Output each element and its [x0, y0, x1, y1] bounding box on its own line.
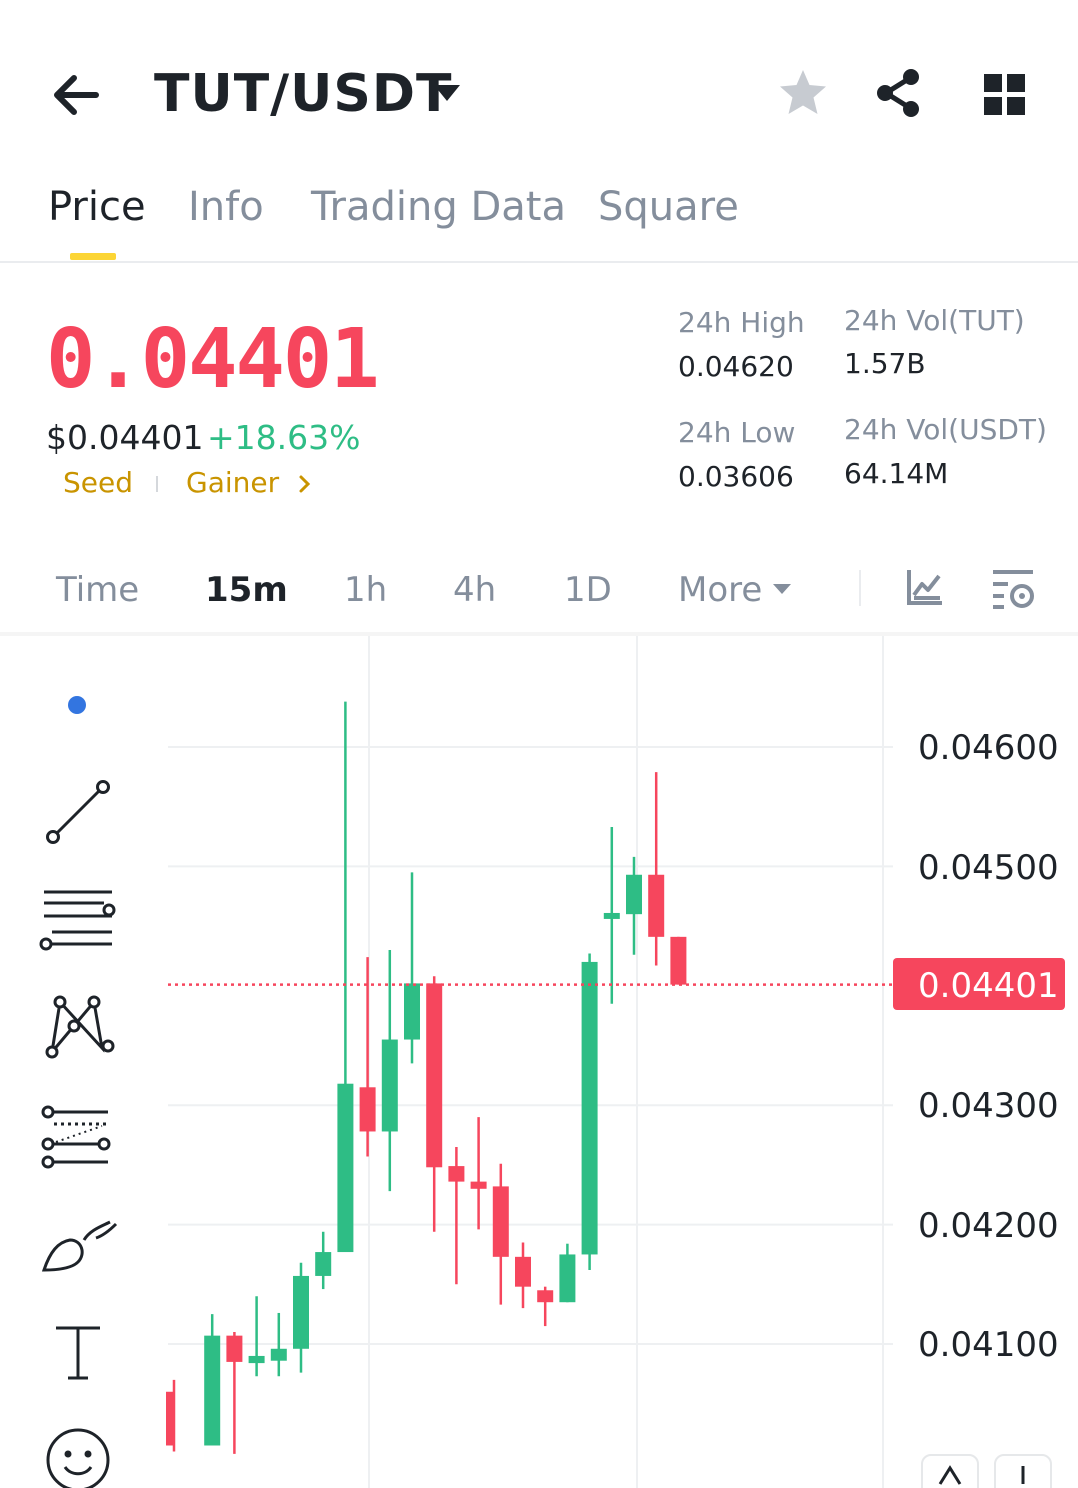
- chart-indicator-icon: [907, 570, 942, 605]
- candle-up: [337, 1083, 354, 1253]
- candle-up: [603, 912, 620, 919]
- zoom-out-button[interactable]: [994, 1454, 1052, 1488]
- usd-price: $0.04401: [46, 418, 204, 457]
- chart-grid: [368, 636, 884, 1488]
- candle-down: [670, 936, 687, 985]
- stat-24h-vol-quote-label: 24h Vol(USDT): [844, 413, 1047, 446]
- layout-grid-button[interactable]: [980, 70, 1030, 120]
- fib-retracement-icon: [41, 1105, 111, 1169]
- candle-down: [448, 1166, 465, 1182]
- chart-settings-button[interactable]: [990, 566, 1036, 612]
- tab-info[interactable]: Info: [188, 184, 264, 230]
- drawing-active-dot: [68, 696, 86, 714]
- text-tool[interactable]: [36, 1316, 120, 1400]
- fib-retracement-tool[interactable]: [36, 1098, 120, 1182]
- horizontal-lines-tool[interactable]: [36, 878, 120, 962]
- candlestick-chart[interactable]: [0, 636, 1078, 1488]
- trend-line-tool[interactable]: [36, 772, 120, 856]
- interval-15m[interactable]: 15m: [205, 570, 288, 610]
- stat-24h-high-label: 24h High: [678, 306, 805, 339]
- pattern-icon: [45, 995, 115, 1059]
- interval-1h[interactable]: 1h: [344, 570, 388, 610]
- y-axis-label: 0.04100: [918, 1325, 1059, 1365]
- stat-24h-vol-base-value: 1.57B: [844, 347, 926, 380]
- tag-gainer[interactable]: Gainer: [186, 466, 280, 499]
- tag-separator: [156, 476, 158, 492]
- candle-down: [537, 1290, 554, 1303]
- tab-trading-data[interactable]: Trading Data: [311, 184, 566, 230]
- y-axis-label: 0.04300: [918, 1086, 1059, 1126]
- current-price-label: 0.04401: [918, 966, 1059, 1006]
- settings-icon: [993, 570, 1034, 609]
- zoom-in-button[interactable]: [921, 1454, 979, 1488]
- brush-icon: [41, 1220, 118, 1272]
- candle-up: [204, 1335, 221, 1446]
- interval-1d[interactable]: 1D: [564, 570, 612, 610]
- candle-up: [270, 1348, 287, 1361]
- candle-down: [426, 983, 443, 1168]
- smiley-icon: [46, 1428, 110, 1488]
- candle-down: [492, 1186, 509, 1257]
- tab-divider: [0, 261, 1078, 263]
- brush-tool[interactable]: [36, 1208, 120, 1292]
- candle-down: [359, 1087, 376, 1132]
- chevron-right-icon[interactable]: [298, 474, 312, 494]
- pair-title[interactable]: TUT/USDT: [154, 64, 453, 124]
- chart-grid-hlines: [168, 746, 893, 1345]
- stat-24h-low-value: 0.03606: [678, 460, 794, 493]
- candle-up: [248, 1355, 265, 1364]
- candle-up: [293, 1275, 309, 1349]
- last-price: 0.04401: [46, 312, 380, 407]
- candle-up: [315, 1252, 332, 1276]
- share-icon: [877, 69, 919, 117]
- stat-24h-high-value: 0.04620: [678, 350, 794, 383]
- stat-24h-vol-quote-value: 64.14M: [844, 457, 949, 490]
- emoji-tool[interactable]: [36, 1420, 120, 1488]
- chevron-down-icon: [1021, 1466, 1025, 1484]
- chart-type-button[interactable]: [904, 566, 946, 608]
- candle-up: [404, 983, 420, 1040]
- interval-divider: [0, 632, 1078, 636]
- chevron-up-icon: [938, 1465, 962, 1485]
- candle-down: [226, 1335, 243, 1362]
- interval-more[interactable]: More: [678, 570, 763, 610]
- star-icon: [780, 70, 826, 114]
- stat-24h-vol-base-label: 24h Vol(TUT): [844, 304, 1025, 337]
- candle-down: [470, 1181, 487, 1189]
- tab-square[interactable]: Square: [598, 184, 739, 230]
- pattern-tool[interactable]: [36, 988, 120, 1072]
- arrow-left-icon: [54, 75, 99, 115]
- caret-down-icon[interactable]: [772, 582, 792, 596]
- change-percent: +18.63%: [207, 418, 361, 457]
- interval-4h[interactable]: 4h: [453, 570, 497, 610]
- interval-separator: [859, 570, 861, 606]
- candle-up: [559, 1254, 576, 1303]
- caret-down-icon[interactable]: [432, 82, 462, 104]
- back-button[interactable]: [48, 66, 106, 124]
- candles-group: [166, 701, 687, 1454]
- y-axis-label: 0.04600: [918, 728, 1059, 768]
- tab-price[interactable]: Price: [48, 184, 146, 230]
- candle-down: [515, 1256, 531, 1287]
- stat-24h-low-label: 24h Low: [678, 416, 796, 449]
- candle-down: [648, 874, 665, 937]
- active-tab-indicator: [70, 253, 116, 260]
- y-axis-label: 0.04200: [918, 1206, 1059, 1246]
- candle-up: [381, 1039, 398, 1132]
- favorite-button[interactable]: [776, 66, 830, 120]
- text-icon: [56, 1326, 100, 1380]
- interval-time[interactable]: Time: [56, 570, 140, 610]
- current-price-marker: [893, 958, 1065, 1010]
- share-button[interactable]: [872, 66, 926, 120]
- candle-down: [166, 1391, 174, 1446]
- grid-icon: [984, 74, 1025, 115]
- y-axis-label: 0.04500: [918, 848, 1059, 888]
- candle-up: [626, 874, 642, 915]
- horizontal-lines-icon: [39, 890, 116, 951]
- trend-line-icon: [46, 780, 110, 844]
- tag-seed[interactable]: Seed: [63, 466, 133, 499]
- candle-up: [581, 961, 598, 1255]
